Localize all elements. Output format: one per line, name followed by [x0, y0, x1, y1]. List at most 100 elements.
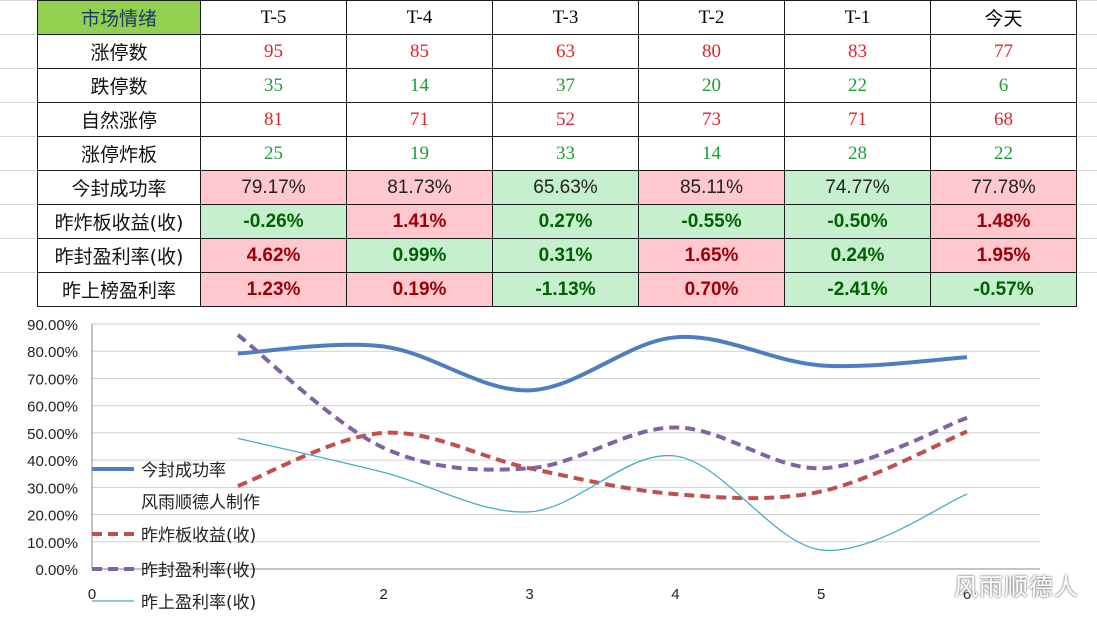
- table-cell[interactable]: 1.23%: [200, 272, 347, 307]
- table-cell[interactable]: 77: [930, 34, 1077, 69]
- table-cell[interactable]: 0.27%: [492, 204, 639, 239]
- table-cell[interactable]: 71: [346, 102, 493, 137]
- table-cell[interactable]: 77.78%: [930, 170, 1077, 205]
- table-cell[interactable]: 85: [346, 34, 493, 69]
- table-cell[interactable]: 85.11%: [638, 170, 785, 205]
- y-tick-label: 30.00%: [27, 480, 78, 497]
- table-cell[interactable]: 79.17%: [200, 170, 347, 205]
- table-row: 自然涨停 81 71 52 73 71 68: [37, 102, 1077, 137]
- legend-label: 昨上盈利率(收): [141, 593, 256, 613]
- header-cell[interactable]: T-2: [638, 0, 785, 35]
- table-row: 昨上榜盈利率 1.23% 0.19% -1.13% 0.70% -2.41% -…: [37, 272, 1077, 307]
- y-tick-label: 20.00%: [27, 508, 78, 525]
- header-cell[interactable]: 今天: [930, 0, 1077, 35]
- y-tick-label: 10.00%: [27, 535, 78, 552]
- table-cell[interactable]: 0.70%: [638, 272, 785, 307]
- table-header-row: 市场情绪 T-5 T-4 T-3 T-2 T-1 今天: [37, 0, 1077, 35]
- y-tick-label: 0.00%: [35, 562, 78, 579]
- series-line-4: [237, 437, 968, 552]
- series-line-3: [236, 333, 968, 472]
- table-cell[interactable]: 0.31%: [492, 238, 639, 273]
- x-tick-label: 5: [817, 586, 825, 603]
- x-tick-label: 4: [671, 586, 679, 603]
- table-cell[interactable]: 52: [492, 102, 639, 137]
- row-label-cell[interactable]: 昨上榜盈利率: [37, 272, 201, 307]
- sentiment-line-chart: 0.00% 10.00% 20.00% 30.00% 40.00% 50.00% 60.00…: [27, 317, 1040, 613]
- table-cell[interactable]: 83: [784, 34, 931, 69]
- table-row: 今封成功率 79.17% 81.73% 65.63% 85.11% 74.77%…: [37, 170, 1077, 205]
- table-cell[interactable]: 68: [930, 102, 1077, 137]
- table-cell[interactable]: 81.73%: [346, 170, 493, 205]
- table-row: 涨停数 95 85 63 80 83 77: [37, 34, 1077, 69]
- x-tick-label: 3: [525, 586, 533, 603]
- chart-annotation: 风雨顺德人制作: [141, 493, 260, 513]
- table-cell[interactable]: 19: [346, 136, 493, 171]
- table-cell[interactable]: 14: [638, 136, 785, 171]
- row-label-cell[interactable]: 涨停炸板: [37, 136, 201, 171]
- table-cell[interactable]: 37: [492, 68, 639, 103]
- table-cell[interactable]: 0.19%: [346, 272, 493, 307]
- y-tick-label: 50.00%: [27, 426, 78, 443]
- table-cell[interactable]: 65.63%: [492, 170, 639, 205]
- row-label-cell[interactable]: 昨炸板收益(收): [37, 204, 201, 239]
- table-cell[interactable]: -2.41%: [784, 272, 931, 307]
- table-cell[interactable]: 71: [784, 102, 931, 137]
- table-cell[interactable]: 95: [200, 34, 347, 69]
- table-row: 昨炸板收益(收) -0.26% 1.41% 0.27% -0.55% -0.50…: [37, 204, 1077, 239]
- x-tick-label: 0: [88, 586, 96, 603]
- table-cell[interactable]: 22: [784, 68, 931, 103]
- series-line-1: [237, 334, 968, 393]
- table-cell[interactable]: -0.50%: [784, 204, 931, 239]
- table-cell[interactable]: 1.65%: [638, 238, 785, 273]
- table-cell[interactable]: 1.41%: [346, 204, 493, 239]
- table-cell[interactable]: 28: [784, 136, 931, 171]
- table-cell[interactable]: 14: [346, 68, 493, 103]
- table-cell[interactable]: 25: [200, 136, 347, 171]
- table-cell[interactable]: 6: [930, 68, 1077, 103]
- legend-label: 昨炸板收益(收): [141, 526, 256, 546]
- table-cell[interactable]: -0.57%: [930, 272, 1077, 307]
- table-cell[interactable]: 35: [200, 68, 347, 103]
- y-tick-label: 60.00%: [27, 399, 78, 416]
- table-cell[interactable]: 4.62%: [200, 238, 347, 273]
- table-cell[interactable]: -0.55%: [638, 204, 785, 239]
- y-tick-label: 90.00%: [27, 317, 78, 334]
- series-line-2: [237, 429, 968, 501]
- table-row: 昨封盈利率(收) 4.62% 0.99% 0.31% 1.65% 0.24% 1…: [37, 238, 1077, 273]
- table-cell[interactable]: 74.77%: [784, 170, 931, 205]
- table-cell[interactable]: 0.24%: [784, 238, 931, 273]
- header-cell[interactable]: T-1: [784, 0, 931, 35]
- x-tick-label: 2: [380, 586, 388, 603]
- legend-label: 今封成功率: [141, 461, 226, 481]
- header-cell[interactable]: T-5: [200, 0, 347, 35]
- table-cell[interactable]: 63: [492, 34, 639, 69]
- y-tick-label: 80.00%: [27, 344, 78, 361]
- row-label-cell[interactable]: 跌停数: [37, 68, 201, 103]
- table-cell[interactable]: 80: [638, 34, 785, 69]
- row-label-cell[interactable]: 自然涨停: [37, 102, 201, 137]
- table-cell[interactable]: -1.13%: [492, 272, 639, 307]
- table-cell[interactable]: -0.26%: [200, 204, 347, 239]
- table-cell[interactable]: 73: [638, 102, 785, 137]
- header-cell[interactable]: T-4: [346, 0, 493, 35]
- table-cell[interactable]: 1.95%: [930, 238, 1077, 273]
- table-cell[interactable]: 0.99%: [346, 238, 493, 273]
- table-cell[interactable]: 81: [200, 102, 347, 137]
- x-tick-label: 6: [963, 586, 971, 603]
- header-label-cell[interactable]: 市场情绪: [37, 0, 201, 35]
- table-cell[interactable]: 33: [492, 136, 639, 171]
- table-row: 涨停炸板 25 19 33 14 28 22: [37, 136, 1077, 171]
- table-cell[interactable]: 1.48%: [930, 204, 1077, 239]
- row-label-cell[interactable]: 今封成功率: [37, 170, 201, 205]
- table-row: 跌停数 35 14 37 20 22 6: [37, 68, 1077, 103]
- legend-label: 昨封盈利率(收): [141, 561, 256, 581]
- table-cell[interactable]: 22: [930, 136, 1077, 171]
- header-cell[interactable]: T-3: [492, 0, 639, 35]
- watermark: 风雨顺德人: [954, 573, 1079, 601]
- row-label-cell[interactable]: 昨封盈利率(收): [37, 238, 201, 273]
- market-sentiment-table: 市场情绪 T-5 T-4 T-3 T-2 T-1 今天 涨停数 95 85 63…: [37, 0, 1077, 307]
- y-tick-label: 70.00%: [27, 371, 78, 388]
- table-cell[interactable]: 20: [638, 68, 785, 103]
- y-tick-label: 40.00%: [27, 453, 78, 470]
- row-label-cell[interactable]: 涨停数: [37, 34, 201, 69]
